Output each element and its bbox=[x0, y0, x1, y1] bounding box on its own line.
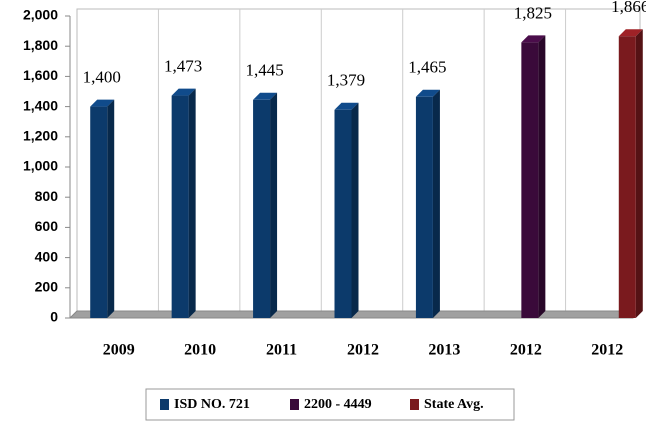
y-tick-label: 800 bbox=[35, 188, 59, 204]
value-label: 1,473 bbox=[164, 56, 202, 75]
y-tick-label: 1,000 bbox=[23, 158, 58, 174]
legend-swatch bbox=[160, 399, 169, 410]
bar-side bbox=[432, 89, 440, 318]
bar-top bbox=[334, 102, 359, 110]
bar-top bbox=[415, 89, 440, 97]
legend-swatch bbox=[410, 399, 419, 410]
x-tick-label: 2012 bbox=[510, 342, 542, 359]
legend-swatch bbox=[290, 399, 299, 410]
bar-side bbox=[538, 35, 546, 319]
y-tick-label: 400 bbox=[35, 248, 59, 264]
bar bbox=[253, 99, 271, 319]
x-tick-label: 2012 bbox=[591, 342, 623, 359]
bar bbox=[90, 106, 108, 318]
x-tick-label: 2010 bbox=[184, 342, 216, 359]
x-tick-label: 2012 bbox=[347, 342, 379, 359]
bar-top bbox=[90, 99, 115, 107]
bar bbox=[334, 109, 352, 318]
y-tick-label: 1,400 bbox=[23, 97, 58, 113]
bar-top bbox=[171, 88, 196, 96]
value-label: 1,379 bbox=[327, 71, 365, 90]
legend-box bbox=[145, 388, 515, 421]
bar bbox=[521, 42, 539, 319]
bar-side bbox=[351, 102, 359, 319]
y-tick-label: 600 bbox=[35, 218, 59, 234]
bar bbox=[171, 95, 189, 319]
y-tick-label: 0 bbox=[50, 309, 58, 325]
y-tick-label: 2,000 bbox=[23, 7, 58, 23]
bar bbox=[415, 96, 433, 318]
y-tick-label: 1,200 bbox=[23, 128, 58, 144]
x-tick-label: 2009 bbox=[103, 342, 135, 359]
bar-top bbox=[521, 35, 546, 43]
bar-top bbox=[253, 92, 278, 100]
bar-side bbox=[270, 92, 278, 319]
bar bbox=[618, 36, 636, 318]
bar-side bbox=[188, 88, 196, 319]
legend-label: State Avg. bbox=[424, 397, 484, 412]
y-tick-label: 1,600 bbox=[23, 67, 58, 83]
x-tick-label: 2011 bbox=[266, 342, 297, 359]
value-label: 1,825 bbox=[514, 3, 552, 22]
value-label: 1,400 bbox=[83, 68, 121, 87]
y-tick-label: 1,800 bbox=[23, 37, 58, 53]
value-label: 1,445 bbox=[245, 61, 283, 80]
x-tick-label: 2013 bbox=[428, 342, 460, 359]
legend-label: ISD NO. 721 bbox=[174, 397, 250, 412]
bar-side bbox=[635, 29, 643, 318]
bar-top bbox=[618, 29, 643, 37]
y-tick-label: 200 bbox=[35, 279, 59, 295]
value-label: 1,465 bbox=[408, 58, 446, 77]
value-label: 1,866 bbox=[611, 0, 646, 16]
bar-side bbox=[107, 99, 115, 318]
legend-label: 2200 - 4449 bbox=[304, 397, 372, 412]
